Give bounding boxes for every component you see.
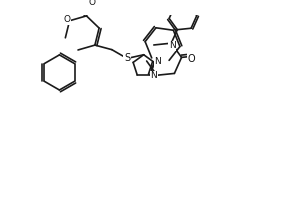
Text: O: O	[88, 0, 96, 7]
Text: S: S	[124, 53, 130, 63]
Text: O: O	[63, 15, 70, 24]
Text: N: N	[151, 71, 157, 80]
Text: N: N	[154, 57, 161, 66]
Text: N: N	[169, 41, 175, 50]
Text: O: O	[188, 54, 196, 64]
